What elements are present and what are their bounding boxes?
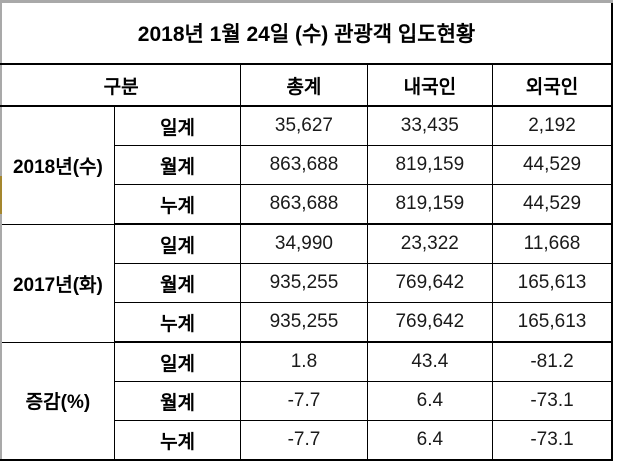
cell-total: 863,688 xyxy=(240,145,368,185)
table-row-change-cumulative: 누계 -7.7 6.4 -73.1 xyxy=(1,420,613,461)
row-label-daily: 일계 xyxy=(113,105,242,146)
row-label-daily: 일계 xyxy=(113,223,242,264)
left-edge-artifact xyxy=(0,176,2,214)
col-header-category: 구분 xyxy=(0,63,242,107)
cell-domestic: 6.4 xyxy=(366,420,494,461)
table-row-change-monthly: 월계 -7.7 6.4 -73.1 xyxy=(1,381,613,421)
cell-total: 35,627 xyxy=(240,105,368,146)
cell-domestic: 819,159 xyxy=(366,145,494,185)
cell-domestic: 769,642 xyxy=(366,302,494,343)
cell-domestic: 6.4 xyxy=(366,381,494,421)
section-label-2018: 2018년(수) xyxy=(0,105,115,225)
cell-foreign: -73.1 xyxy=(492,420,613,461)
col-header-foreign: 외국인 xyxy=(492,63,613,107)
cell-domestic: 43.4 xyxy=(366,341,494,382)
cell-foreign: 11,668 xyxy=(492,223,613,264)
table-row-2017-cumulative: 누계 935,255 769,642 165,613 xyxy=(1,302,613,343)
row-label-monthly: 월계 xyxy=(113,263,242,303)
row-label-cumulative: 누계 xyxy=(113,302,242,343)
title-row: 2018년 1월 24일 (수) 관광객 입도현황 xyxy=(1,1,612,65)
row-label-daily: 일계 xyxy=(113,341,242,382)
cell-total: 1.8 xyxy=(240,341,368,382)
table-row-change-daily: 증감(%) 일계 1.8 43.4 -81.2 xyxy=(0,341,613,461)
cell-foreign: 44,529 xyxy=(492,145,613,185)
cell-total: 34,990 xyxy=(240,223,368,264)
cell-total: 935,255 xyxy=(240,302,368,343)
row-label-cumulative: 누계 xyxy=(113,184,242,225)
column-header-row: 구분 총계 내국인 외국인 xyxy=(0,63,613,107)
tourist-arrival-table: 2018년 1월 24일 (수) 관광객 입도현황 구분 총계 내국인 외국인 … xyxy=(0,0,613,461)
cell-total: -7.7 xyxy=(240,420,368,461)
row-label-cumulative: 누계 xyxy=(113,420,242,461)
row-label-monthly: 월계 xyxy=(113,381,242,421)
cell-foreign: 165,613 xyxy=(492,302,613,343)
table-row-2017-monthly: 월계 935,255 769,642 165,613 xyxy=(1,263,613,303)
cell-foreign: 2,192 xyxy=(492,105,613,146)
table-row-2018-daily: 2018년(수) 일계 35,627 33,435 2,192 xyxy=(0,105,613,225)
col-header-domestic: 내국인 xyxy=(366,63,494,107)
cell-total: 863,688 xyxy=(240,184,368,225)
table-title: 2018년 1월 24일 (수) 관광객 입도현황 xyxy=(1,1,612,65)
cell-domestic: 769,642 xyxy=(366,263,494,303)
row-label-monthly: 월계 xyxy=(113,145,242,185)
cell-total: -7.7 xyxy=(240,381,368,421)
cell-domestic: 819,159 xyxy=(366,184,494,225)
table-row-2018-cumulative: 누계 863,688 819,159 44,529 xyxy=(1,184,613,225)
col-header-total: 총계 xyxy=(240,63,368,107)
table-row-2017-daily: 2017년(화) 일계 34,990 23,322 11,668 xyxy=(0,223,613,343)
cell-foreign: 44,529 xyxy=(492,184,613,225)
cell-foreign: -73.1 xyxy=(492,381,613,421)
section-label-change-pct: 증감(%) xyxy=(0,341,115,461)
cell-domestic: 23,322 xyxy=(366,223,494,264)
table-row-2018-monthly: 월계 863,688 819,159 44,529 xyxy=(1,145,613,185)
cell-foreign: -81.2 xyxy=(492,341,613,382)
section-label-2017: 2017년(화) xyxy=(0,223,115,343)
cell-total: 935,255 xyxy=(240,263,368,303)
cell-domestic: 33,435 xyxy=(366,105,494,146)
cell-foreign: 165,613 xyxy=(492,263,613,303)
